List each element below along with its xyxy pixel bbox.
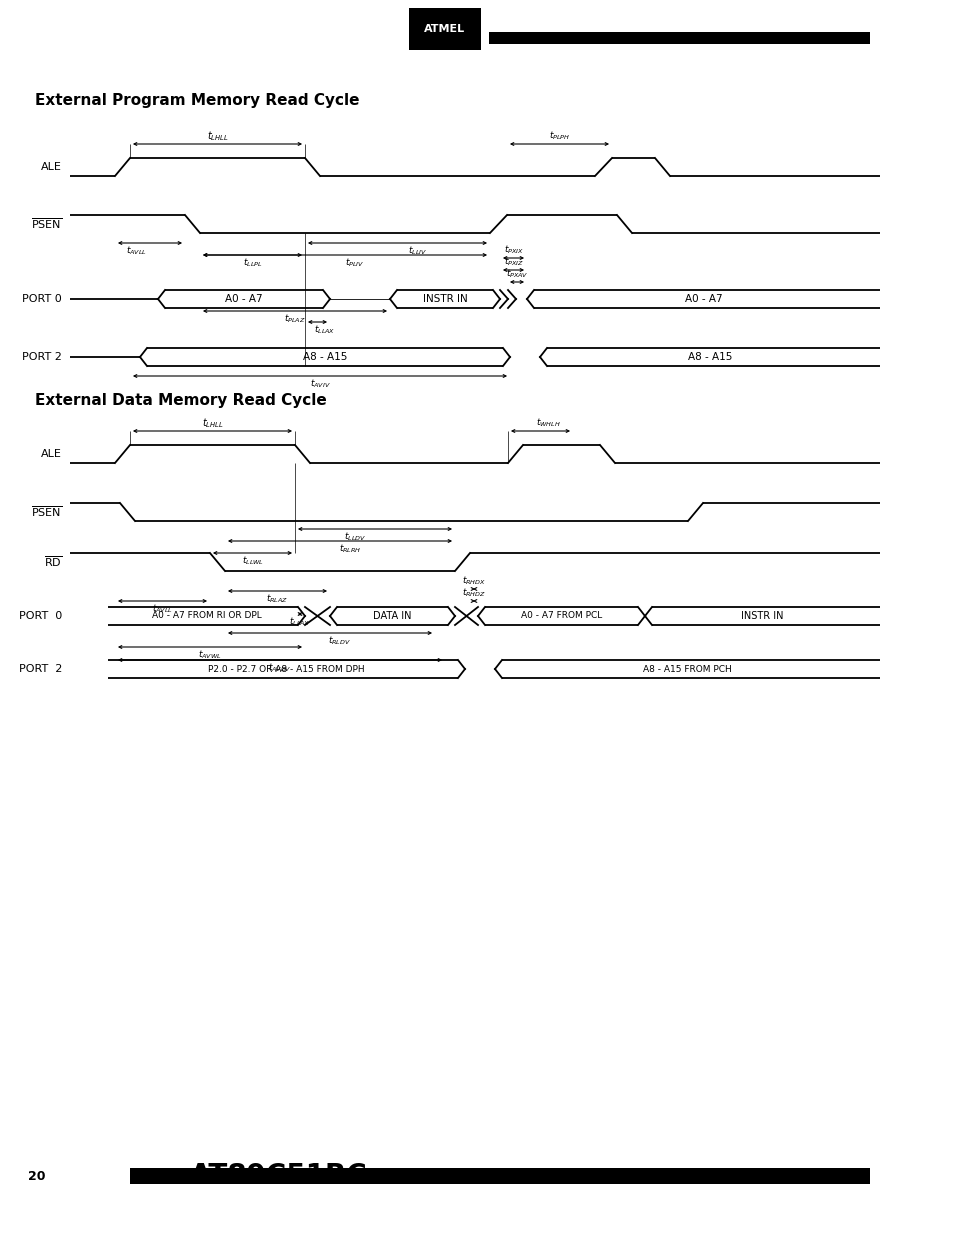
- Text: PORT  0: PORT 0: [19, 611, 62, 621]
- Text: PORT  2: PORT 2: [19, 664, 62, 674]
- Text: $t_{AVLL}$: $t_{AVLL}$: [152, 603, 172, 615]
- Text: A0 - A7: A0 - A7: [684, 294, 721, 304]
- Text: ATMEL: ATMEL: [424, 23, 465, 35]
- Text: $t_{RHDX}$: $t_{RHDX}$: [461, 574, 485, 588]
- Text: P2.0 - P2.7 OR A8 - A15 FROM DPH: P2.0 - P2.7 OR A8 - A15 FROM DPH: [208, 664, 364, 673]
- Text: INSTR IN: INSTR IN: [422, 294, 467, 304]
- Text: DATA IN: DATA IN: [373, 611, 412, 621]
- Text: $t_{LLWL}$: $t_{LLWL}$: [241, 555, 263, 567]
- Text: $t_{PLAZ}$: $t_{PLAZ}$: [284, 312, 306, 325]
- Text: $\overline{\mathregular{PSEN}}$: $\overline{\mathregular{PSEN}}$: [30, 505, 62, 520]
- Text: $t_{LLAX}$: $t_{LLAX}$: [314, 324, 335, 336]
- Text: $t_{LLPL}$: $t_{LLPL}$: [242, 257, 262, 269]
- Text: $t_{RHDZ}$: $t_{RHDZ}$: [461, 587, 485, 599]
- Text: External Data Memory Read Cycle: External Data Memory Read Cycle: [35, 393, 327, 408]
- Text: $t_{LLAX}$: $t_{LLAX}$: [289, 616, 311, 629]
- Text: $t_{PXAV}$: $t_{PXAV}$: [505, 268, 528, 280]
- Text: $t_{RLDV}$: $t_{RLDV}$: [328, 635, 351, 647]
- Text: $t_{LLDV}$: $t_{LLDV}$: [344, 531, 366, 543]
- Text: AT89C51RC: AT89C51RC: [190, 1162, 367, 1191]
- Text: $t_{WHLH}$: $t_{WHLH}$: [536, 416, 559, 430]
- Text: A8 - A15 FROM PCH: A8 - A15 FROM PCH: [642, 664, 731, 673]
- Text: $t_{AVLL}$: $t_{AVLL}$: [126, 245, 146, 257]
- Text: ALE: ALE: [41, 450, 62, 459]
- Text: A0 - A7: A0 - A7: [225, 294, 262, 304]
- Text: INSTR IN: INSTR IN: [740, 611, 783, 621]
- Text: A8 - A15: A8 - A15: [302, 352, 347, 362]
- Text: $t_{AVDV}$: $t_{AVDV}$: [268, 662, 292, 674]
- Text: $t_{PLIV}$: $t_{PLIV}$: [345, 257, 364, 269]
- Text: $t_{PXIX}$: $t_{PXIX}$: [503, 243, 523, 256]
- Text: $t_{RLRH}$: $t_{RLRH}$: [338, 542, 361, 556]
- Text: $t_{PXIZ}$: $t_{PXIZ}$: [503, 256, 523, 268]
- FancyBboxPatch shape: [409, 7, 480, 49]
- Text: A0 - A7 FROM RI OR DPL: A0 - A7 FROM RI OR DPL: [152, 611, 261, 620]
- Text: $t_{LHLL}$: $t_{LHLL}$: [201, 416, 223, 430]
- Text: External Program Memory Read Cycle: External Program Memory Read Cycle: [35, 93, 359, 107]
- Text: $t_{LHLL}$: $t_{LHLL}$: [206, 130, 228, 143]
- Text: ALE: ALE: [41, 162, 62, 172]
- Text: $t_{AVIV}$: $t_{AVIV}$: [310, 378, 330, 390]
- Text: A8 - A15: A8 - A15: [687, 352, 731, 362]
- Text: $t_{LLIV}$: $t_{LLIV}$: [408, 245, 427, 257]
- Text: PORT 2: PORT 2: [22, 352, 62, 362]
- Text: $t_{AVWL}$: $t_{AVWL}$: [198, 648, 221, 661]
- Text: $t_{RLAZ}$: $t_{RLAZ}$: [266, 593, 289, 605]
- Bar: [130, 1168, 869, 1184]
- Text: PORT 0: PORT 0: [22, 294, 62, 304]
- Text: $\overline{\mathregular{RD}}$: $\overline{\mathregular{RD}}$: [44, 555, 62, 569]
- Bar: [489, 32, 869, 44]
- Text: $\overline{\mathregular{PSEN}}$: $\overline{\mathregular{PSEN}}$: [30, 216, 62, 231]
- Text: $t_{PLPH}$: $t_{PLPH}$: [548, 130, 570, 142]
- Text: 20: 20: [28, 1170, 46, 1182]
- Text: A0 - A7 FROM PCL: A0 - A7 FROM PCL: [520, 611, 601, 620]
